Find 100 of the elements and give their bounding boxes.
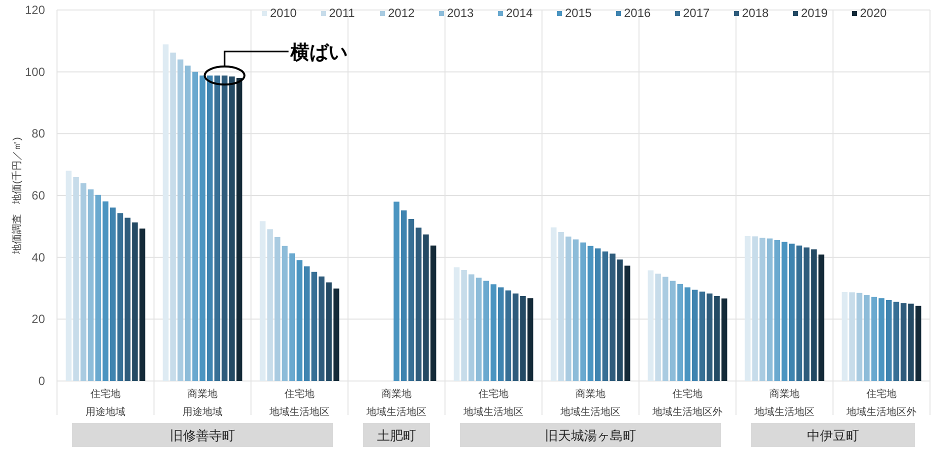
bar: [139, 228, 146, 381]
y-axis-title: 地価調査 地価(千円／㎡): [11, 137, 23, 255]
bar: [318, 276, 324, 381]
bar: [110, 208, 116, 381]
bar: [782, 242, 788, 381]
bar: [774, 240, 780, 381]
text: 旧天城湯ヶ島町: [545, 428, 636, 443]
bar: [699, 292, 706, 381]
bar: [206, 76, 213, 381]
bar: [706, 294, 712, 381]
bar: [811, 249, 817, 381]
bar: [192, 72, 198, 381]
bar: [454, 267, 460, 381]
y-tick-label: 40: [32, 250, 46, 264]
bar: [744, 236, 751, 381]
bar: [66, 170, 72, 381]
bar: [490, 284, 496, 381]
bar: [170, 52, 176, 381]
bar: [617, 259, 623, 381]
bar: [610, 254, 616, 381]
bar: [296, 260, 302, 381]
bar: [760, 238, 766, 381]
x-tick-label: 住宅地地域生活地区: [268, 388, 330, 418]
bar: [594, 248, 601, 381]
bar: [117, 213, 124, 381]
bar: [498, 287, 504, 381]
bar: [260, 221, 266, 381]
legend-label: 2019: [801, 6, 828, 20]
bar: [849, 292, 855, 381]
bar: [886, 300, 892, 381]
bar: [333, 288, 340, 381]
text: 旧修善寺町: [170, 428, 235, 443]
bar: [229, 76, 235, 381]
bar: [124, 218, 130, 381]
bar: [572, 239, 579, 381]
bar: [527, 298, 534, 381]
bar: [662, 276, 668, 381]
x-tick-label: 住宅地地域生活地区: [462, 388, 524, 418]
bar: [915, 306, 922, 381]
bar: [721, 298, 728, 381]
bar: [558, 232, 564, 381]
bar: [162, 44, 169, 381]
legend-label: 2020: [860, 6, 888, 20]
bar: [818, 254, 824, 381]
bar: [864, 295, 870, 381]
bar: [505, 290, 512, 381]
bar: [304, 266, 310, 381]
bar: [856, 292, 862, 381]
bar: [588, 246, 594, 381]
y-tick-label: 80: [32, 126, 46, 141]
legend-label: 2011: [329, 6, 356, 20]
bar: [512, 294, 518, 381]
x-tick-label: 商業地地域生活地区: [754, 388, 814, 418]
bar: [214, 76, 220, 381]
bar: [908, 304, 914, 381]
bar: [102, 201, 108, 381]
y-tick-label: 20: [32, 312, 46, 326]
bar: [796, 246, 802, 381]
bar: [274, 236, 280, 381]
bar: [788, 244, 795, 381]
x-tick-label: 商業地地域生活地区: [366, 388, 426, 418]
annotation-callout: 横ばい: [204, 42, 348, 86]
bar: [670, 280, 676, 381]
bar: [80, 183, 86, 381]
x-tick-label: 商業地地域生活地区: [560, 388, 620, 418]
bar: [655, 274, 661, 381]
bar: [282, 246, 288, 381]
y-tick-label: 60: [32, 188, 46, 202]
bar: [311, 272, 318, 381]
bar: [416, 228, 422, 381]
x-tick-label: 住宅地地域生活地区外: [846, 388, 916, 418]
bar: [222, 76, 228, 381]
bar: [842, 292, 848, 381]
legend-label: 2014: [506, 6, 534, 20]
bar: [804, 247, 810, 381]
bar: [430, 246, 436, 381]
bar: [483, 280, 490, 381]
bar: [871, 296, 878, 381]
bar: [677, 284, 684, 381]
bar: [714, 296, 720, 381]
x-tick-label: 商業地用途地域: [182, 388, 222, 418]
bar: [684, 287, 690, 381]
y-tick-label: 100: [24, 64, 46, 79]
bar: [184, 66, 191, 381]
bar: [236, 78, 242, 381]
legend-label: 2015: [565, 6, 592, 20]
bar: [602, 251, 608, 381]
x-tick-label: 住宅地用途地域: [86, 388, 126, 418]
bar: [550, 227, 557, 381]
legend-label: 2017: [683, 6, 710, 20]
bar: [766, 238, 773, 381]
bar: [461, 270, 467, 381]
x-tick-label: 住宅地地域生活地区外: [652, 388, 722, 418]
bar: [95, 194, 102, 381]
legend-label: 2016: [624, 6, 652, 20]
bar: [900, 303, 906, 381]
bar: [878, 298, 884, 381]
y-tick-label: 0: [38, 374, 46, 388]
bar: [267, 229, 273, 381]
bar: [289, 253, 296, 381]
